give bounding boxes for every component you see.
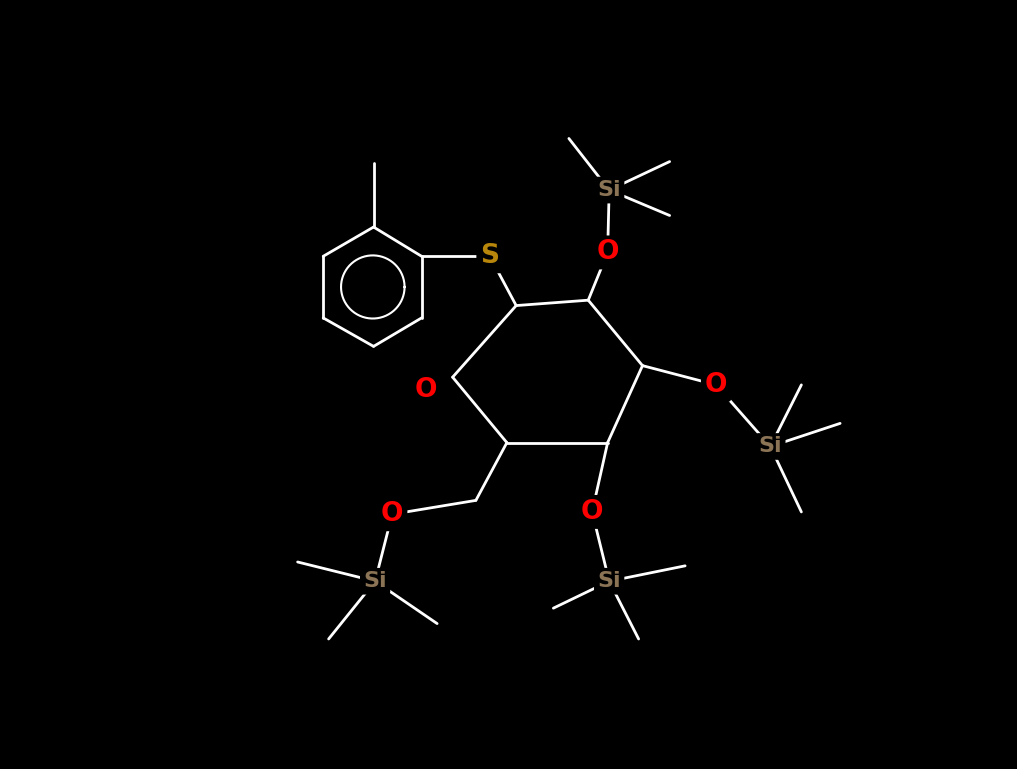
Text: Si: Si bbox=[363, 571, 386, 591]
Text: O: O bbox=[414, 378, 436, 403]
Text: Si: Si bbox=[597, 180, 621, 200]
Text: O: O bbox=[381, 501, 404, 528]
Text: Si: Si bbox=[597, 571, 621, 591]
Text: O: O bbox=[596, 239, 619, 265]
Text: Si: Si bbox=[759, 437, 782, 457]
Text: O: O bbox=[705, 372, 727, 398]
Text: O: O bbox=[581, 499, 603, 525]
Text: S: S bbox=[480, 243, 499, 269]
